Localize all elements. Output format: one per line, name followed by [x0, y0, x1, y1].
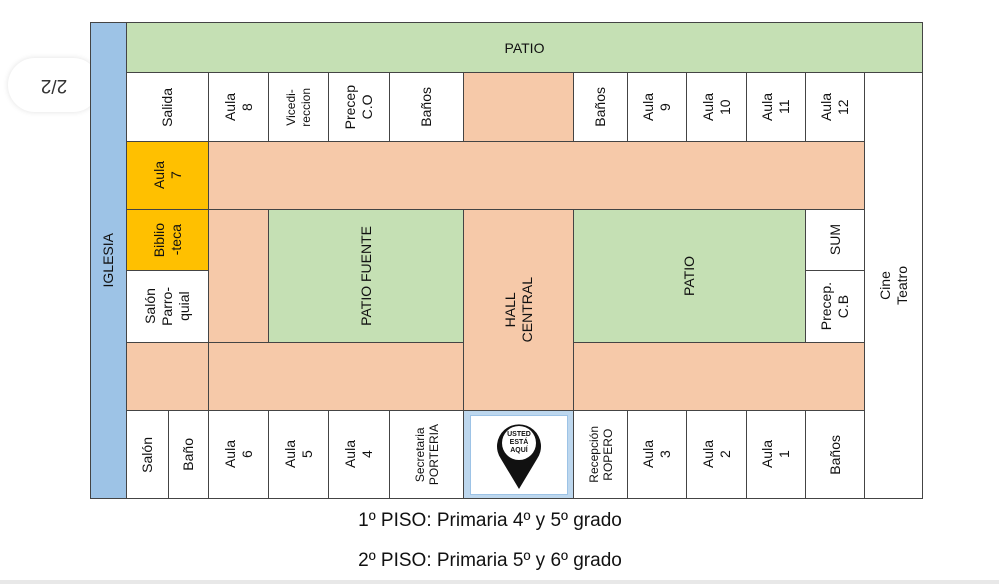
corridor [208, 141, 865, 210]
bano: Baño [168, 410, 209, 499]
label: Recepción ROPERO [586, 426, 615, 483]
svg-text:AQUÍ: AQUÍ [510, 445, 529, 454]
biblioteca: Biblio -teca [126, 209, 209, 271]
banos-bottom: Baños [805, 410, 865, 499]
label: Aula 8 [221, 92, 255, 122]
label: Cine Teatro [876, 266, 910, 305]
label: Salón Parro- quial [142, 287, 192, 326]
aula-11: Aula 11 [746, 72, 806, 142]
aula-10: Aula 10 [686, 72, 747, 142]
label: Aula 10 [699, 92, 733, 122]
svg-text:USTED: USTED [507, 431, 531, 438]
label: Vicedi- reccion [283, 87, 313, 127]
label: Aula 1 [759, 440, 792, 469]
corridor [463, 72, 574, 142]
patio-fuente: PATIO FUENTE [268, 209, 464, 343]
aula-5: Aula 5 [268, 410, 329, 499]
label: PATIO FUENTE [357, 226, 374, 326]
label: Salida [159, 87, 175, 127]
usted-aqui: USTED ESTÁ AQUÍ [463, 410, 574, 499]
label: Biblio -teca [150, 222, 184, 258]
page-indicator-text: 2/2 [40, 75, 68, 96]
precep-co: Precep C.O [328, 72, 390, 142]
you-are-here-marker: USTED ESTÁ AQUÍ [469, 414, 568, 495]
banos-top-right: Baños [573, 72, 628, 142]
svg-text:ESTÁ: ESTÁ [509, 437, 528, 446]
sum: SUM [805, 209, 865, 271]
aula-8: Aula 8 [208, 72, 269, 142]
cine-teatro: Cine Teatro [864, 72, 923, 499]
aula-9: Aula 9 [627, 72, 687, 142]
label: Aula 6 [221, 440, 255, 469]
label: Aula 5 [281, 440, 315, 469]
corridor [126, 342, 209, 411]
label: PATIO [504, 39, 545, 56]
page-edge [0, 580, 999, 584]
label: Aula 11 [759, 92, 792, 122]
page-indicator: 2/2 [8, 58, 100, 112]
hall-central: HALL CENTRAL [463, 209, 574, 411]
aula-6: Aula 6 [208, 410, 269, 499]
aula-1: Aula 1 [746, 410, 806, 499]
caption-second-floor: 2º PISO: Primaria 5º y 6º grado [358, 550, 622, 571]
location-pin-icon: USTED ESTÁ AQUÍ [496, 423, 541, 489]
label: Baños [418, 87, 434, 127]
label: Secretaria PORTERIA [412, 423, 441, 486]
label: PATIO [681, 256, 697, 296]
aula-3: Aula 3 [627, 410, 687, 499]
salon: Salón [126, 410, 169, 499]
banos-top-left: Baños [389, 72, 464, 142]
secretaria-porteria: Secretaria PORTERIA [389, 410, 464, 499]
patio-top: PATIO [126, 22, 923, 73]
label: IGLESIA [100, 233, 116, 288]
label: Baños [592, 87, 608, 127]
aula-2: Aula 2 [686, 410, 747, 499]
corridor [208, 209, 269, 343]
label: Aula 9 [640, 92, 673, 122]
label: Salón [139, 436, 155, 473]
precep-cb: Precep. C.B [805, 270, 865, 343]
label: Baño [180, 438, 196, 471]
vicedireccion: Vicedi- reccion [268, 72, 329, 142]
label: Aula 2 [699, 440, 733, 469]
iglesia: IGLESIA [90, 22, 127, 499]
corridor [573, 342, 865, 411]
label: Aula 7 [150, 161, 184, 190]
aula-4: Aula 4 [328, 410, 390, 499]
recepcion-ropero: Recepción ROPERO [573, 410, 628, 499]
label: HALL CENTRAL [501, 277, 535, 343]
label: Baños [826, 434, 843, 475]
label: SUM [826, 224, 843, 256]
salida: Salida [126, 72, 209, 142]
caption-first-floor: 1º PISO: Primaria 4º y 5º grado [358, 510, 622, 531]
label: Precep. C.B [818, 282, 851, 331]
aula-12: Aula 12 [805, 72, 865, 142]
label: Aula 12 [818, 92, 851, 122]
label: Precep C.O [342, 84, 375, 130]
aula-7: Aula 7 [126, 141, 209, 210]
corridor [208, 342, 464, 411]
patio: PATIO [573, 209, 806, 343]
label: Aula 3 [640, 440, 673, 469]
label: Aula 4 [342, 440, 375, 469]
salon-parroquial: Salón Parro- quial [126, 270, 209, 343]
